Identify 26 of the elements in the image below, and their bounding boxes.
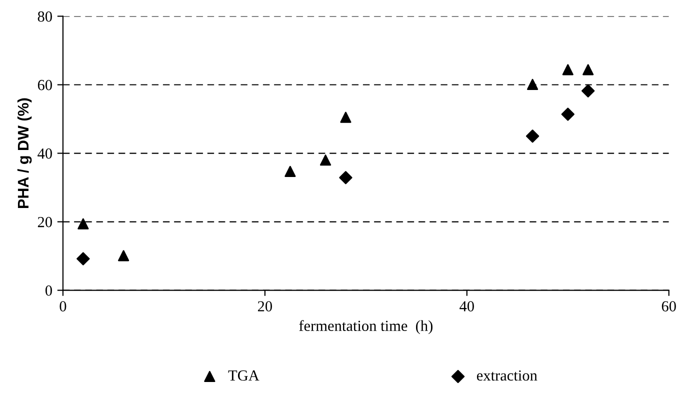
point	[118, 250, 130, 262]
y-tick-label: 60	[38, 80, 52, 90]
point	[78, 218, 89, 230]
point	[582, 64, 594, 76]
y-tick-label: 40	[38, 148, 52, 159]
point	[340, 112, 352, 123]
legend-label: TGA	[228, 370, 260, 381]
x-tick-label: 40	[460, 301, 474, 312]
y-tick-label: 80	[38, 11, 52, 22]
x-tick-label: 20	[258, 301, 272, 312]
point	[562, 64, 574, 76]
point	[582, 84, 595, 98]
y-tick-label: 20	[38, 216, 52, 228]
y-axis-title: PHA / g DW (%)	[17, 98, 32, 208]
point	[526, 78, 538, 90]
x-axis-title: fermentation time (h)	[299, 320, 432, 334]
legend-label: extraction	[476, 370, 538, 381]
point	[339, 171, 352, 184]
point	[76, 252, 90, 266]
y-tick-label: 0	[45, 285, 52, 296]
point	[526, 130, 540, 143]
point	[561, 108, 574, 121]
x-tick-label: 60	[662, 301, 676, 312]
point	[320, 154, 332, 166]
point	[284, 166, 296, 177]
x-tick-label: 0	[60, 301, 66, 312]
